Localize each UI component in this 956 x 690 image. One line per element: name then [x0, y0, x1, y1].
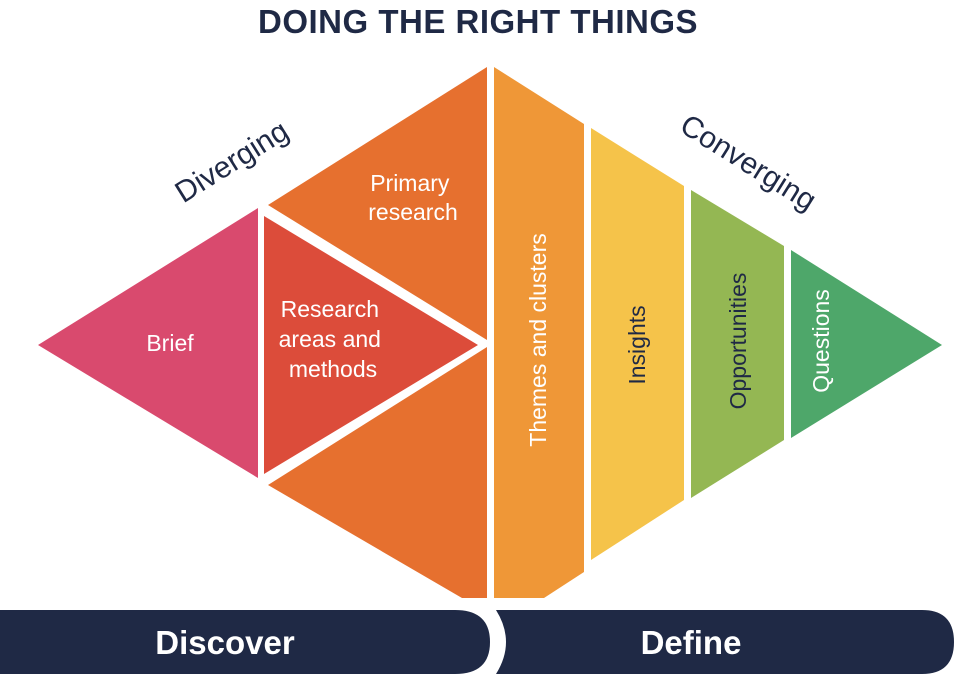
questions-segment [791, 250, 942, 438]
page-title: DOING THE RIGHT THINGS [258, 3, 698, 40]
themes-segment [494, 67, 584, 598]
questions-label: Questions [808, 289, 834, 393]
research-areas-segment [264, 216, 478, 474]
research-areas-label: Research areas and methods [279, 296, 388, 382]
primary-research-segment [268, 67, 487, 340]
define-phase-bar [496, 610, 954, 674]
primary-research-lower-segment [268, 347, 487, 598]
opportunities-label: Opportunities [725, 273, 751, 410]
discover-phase-bar [0, 610, 490, 674]
opportunities-segment [691, 190, 784, 498]
discover-label: Discover [155, 624, 295, 661]
insights-segment [591, 128, 684, 560]
insights-label: Insights [624, 305, 650, 384]
brief-segment [38, 208, 258, 478]
brief-label: Brief [146, 330, 194, 356]
diverging-label: Diverging [169, 114, 294, 209]
define-label: Define [641, 624, 742, 661]
themes-label: Themes and clusters [525, 233, 551, 446]
primary-research-label: Primary research [368, 170, 457, 225]
